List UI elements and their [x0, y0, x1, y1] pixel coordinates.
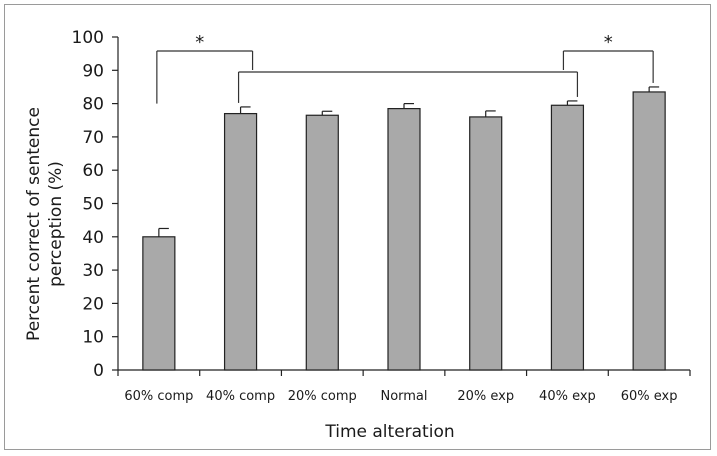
significance-brackets: * *: [156, 32, 654, 104]
y-tick-label: 100: [72, 28, 104, 48]
x-axis-title: Time alteration: [324, 422, 454, 442]
y-tick-label: 50: [82, 195, 104, 215]
bar: [632, 91, 666, 371]
bar: [469, 116, 503, 371]
x-tick-label: 40% comp: [206, 389, 275, 404]
y-tick-label: 60: [82, 161, 104, 181]
x-tick-label: 20% exp: [457, 389, 514, 404]
x-tick-label: 60% comp: [124, 389, 193, 404]
y-tick-label: 90: [82, 61, 104, 81]
bar: [305, 114, 339, 371]
bar: [223, 112, 258, 371]
y-axis: 0 10 20 30 40 50 60 70 80 90 100: [72, 28, 119, 381]
significance-star: *: [604, 32, 613, 53]
y-tick-label: 20: [82, 294, 104, 314]
y-tick-label: 30: [82, 261, 104, 281]
x-tick-label: 60% exp: [621, 389, 678, 404]
significance-star: *: [195, 32, 204, 53]
bar: [142, 236, 176, 371]
y-tick-label: 80: [82, 95, 104, 115]
bars: [142, 86, 666, 371]
y-tick-label: 70: [82, 128, 104, 148]
bar: [387, 107, 421, 371]
chart-frame: [4, 4, 711, 450]
x-tick-label: Normal: [380, 389, 427, 404]
x-tick-label: 20% comp: [288, 389, 357, 404]
y-axis-title-line-1: Percent correct of sentence: [24, 107, 44, 341]
y-tick-label: 10: [82, 328, 104, 348]
y-axis-title-line-2: perception (%): [46, 161, 66, 287]
y-tick-label: 40: [82, 228, 104, 248]
y-tick-label: 0: [93, 361, 104, 381]
bar: [550, 104, 585, 371]
x-tick-label: 40% exp: [539, 389, 596, 404]
x-axis: 60% comp 40% comp 20% comp Normal 20% exp 40%…: [117, 369, 691, 404]
